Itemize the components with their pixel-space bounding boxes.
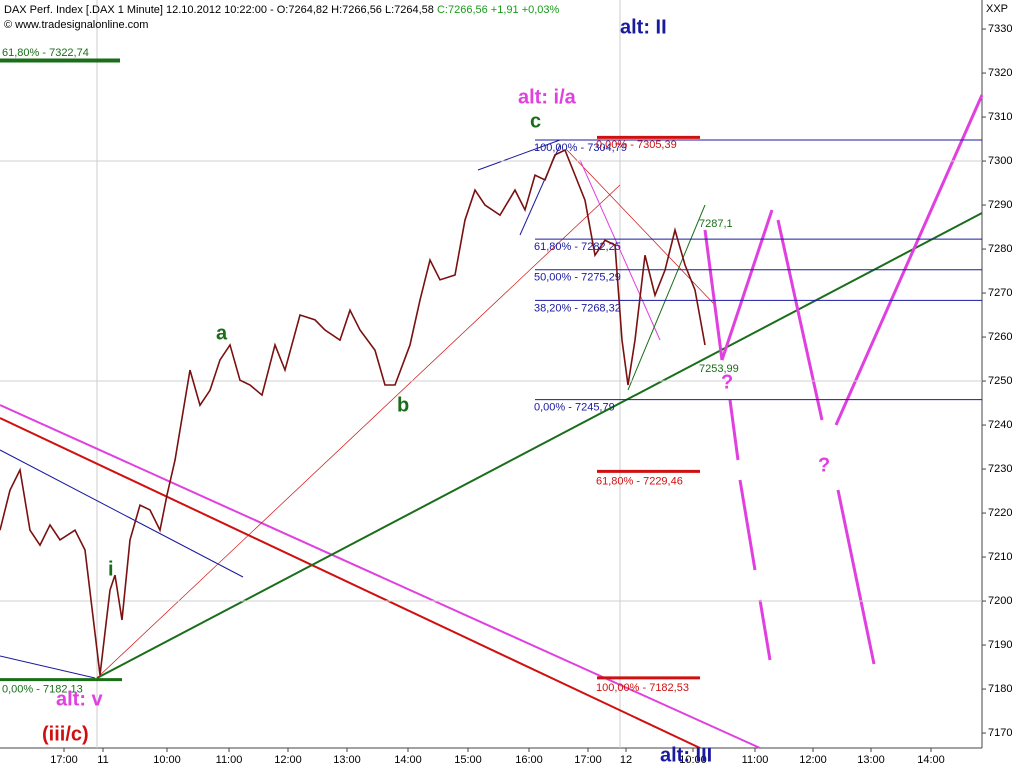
- projection: [703, 94, 984, 665]
- x-tick-label: 10:00: [679, 754, 707, 766]
- x-tick-label: 12:00: [799, 754, 827, 766]
- copyright: © www.tradesignalonline.com: [4, 19, 148, 31]
- x-tick-label: 17:00: [574, 754, 602, 766]
- header-ohl: O:7264,82 H:7266,56 L:7264,58: [277, 4, 434, 16]
- x-tick-label: 14:00: [917, 754, 945, 766]
- y-tick-label: 7180: [988, 683, 1012, 695]
- projection-leg: [728, 399, 740, 461]
- fib-label: 0,00% - 7182,13: [2, 684, 83, 696]
- y-tick-label: 7190: [988, 639, 1012, 651]
- annotation: alt: i/a: [518, 86, 577, 108]
- annotation: (iii/c): [42, 723, 89, 745]
- projection-leg: [720, 209, 774, 361]
- x-tick-label: 11:00: [742, 754, 769, 766]
- x-tick-label: 13:00: [333, 754, 361, 766]
- y-tick-label: 7240: [988, 419, 1012, 431]
- y-tick-label: 7170: [988, 727, 1012, 739]
- fib-label: 100,00% - 7182,53: [596, 682, 689, 694]
- x-tick-label: 17:00: [50, 754, 78, 766]
- annotation: alt: II: [620, 16, 667, 38]
- annotation: alt: III: [660, 744, 712, 766]
- x-tick-label: 10:00: [153, 754, 181, 766]
- annotation: c: [530, 110, 541, 132]
- y-tick-label: 7310: [988, 111, 1012, 123]
- x-tick-label: 12:00: [274, 754, 302, 766]
- y-tick-label: 7330: [988, 23, 1012, 35]
- fan-line: [96, 184, 621, 679]
- x-tick-label: 11:00: [216, 754, 243, 766]
- y-tick-label: 7200: [988, 595, 1012, 607]
- projection-leg: [776, 219, 824, 421]
- fib-label: 0,00% - 7245,79: [534, 401, 615, 413]
- channel-line: [0, 449, 244, 578]
- header-instrument: DAX Perf. Index [.DAX 1 Minute] 12.10.20…: [4, 4, 274, 16]
- projection-leg: [836, 489, 876, 665]
- annotation: ?: [721, 371, 733, 393]
- channel-line: [0, 417, 701, 749]
- x-tick-label: 15:00: [454, 754, 482, 766]
- x-tick-label: 13:00: [857, 754, 885, 766]
- fib-label: 38,20% - 7268,32: [534, 302, 621, 314]
- wedge-line: [477, 139, 561, 171]
- fan-line: [627, 204, 706, 391]
- annotation: 7287,1: [699, 218, 733, 230]
- projection-leg: [703, 229, 724, 361]
- y-tick-label: 7290: [988, 199, 1012, 211]
- annotation: a: [216, 322, 228, 344]
- annotation: 7253,99: [699, 363, 739, 375]
- y-tick-label: 7250: [988, 375, 1012, 387]
- annotation: alt: v: [56, 688, 104, 710]
- price-line: [0, 148, 706, 676]
- fib-label: 61,80% - 7229,46: [596, 475, 683, 487]
- projection-leg: [834, 94, 984, 426]
- fib-label: 100,00% - 7304,79: [534, 142, 627, 154]
- channel-line: [0, 655, 96, 679]
- fib-label: 0,00% - 7305,39: [596, 139, 677, 151]
- fan-line: [579, 159, 661, 341]
- header-change: C:7266,56 +1,91 +0,03%: [437, 4, 560, 16]
- y-tick-label: 7320: [988, 67, 1012, 79]
- y-tick-label: 7270: [988, 287, 1012, 299]
- support-line: [96, 212, 983, 679]
- y-tick-label: 7300: [988, 155, 1012, 167]
- projection-leg: [738, 479, 757, 571]
- x-tick-label: 12: [620, 754, 632, 766]
- fib-label: 50,00% - 7275,29: [534, 272, 621, 284]
- y-tick-label: 7220: [988, 507, 1012, 519]
- y-tick-label: 7230: [988, 463, 1012, 475]
- projection-leg: [758, 599, 772, 661]
- y-tick-label: 7260: [988, 331, 1012, 343]
- header: DAX Perf. Index [.DAX 1 Minute] 12.10.20…: [4, 4, 560, 16]
- annotation: b: [397, 394, 409, 416]
- y-tick-label: 7280: [988, 243, 1012, 255]
- x-tick-label: 16:00: [515, 754, 543, 766]
- x-tick-label: 14:00: [394, 754, 422, 766]
- channel-line: [0, 404, 761, 749]
- corner-label: XXP: [986, 3, 1008, 15]
- annotation: ?: [818, 454, 830, 476]
- annotation: i: [108, 558, 114, 580]
- fib-label: 61,80% - 7322,74: [2, 47, 89, 59]
- fib-label: 61,80% - 7282,25: [534, 241, 621, 253]
- x-tick-label: 11: [97, 754, 108, 766]
- y-tick-label: 7210: [988, 551, 1012, 563]
